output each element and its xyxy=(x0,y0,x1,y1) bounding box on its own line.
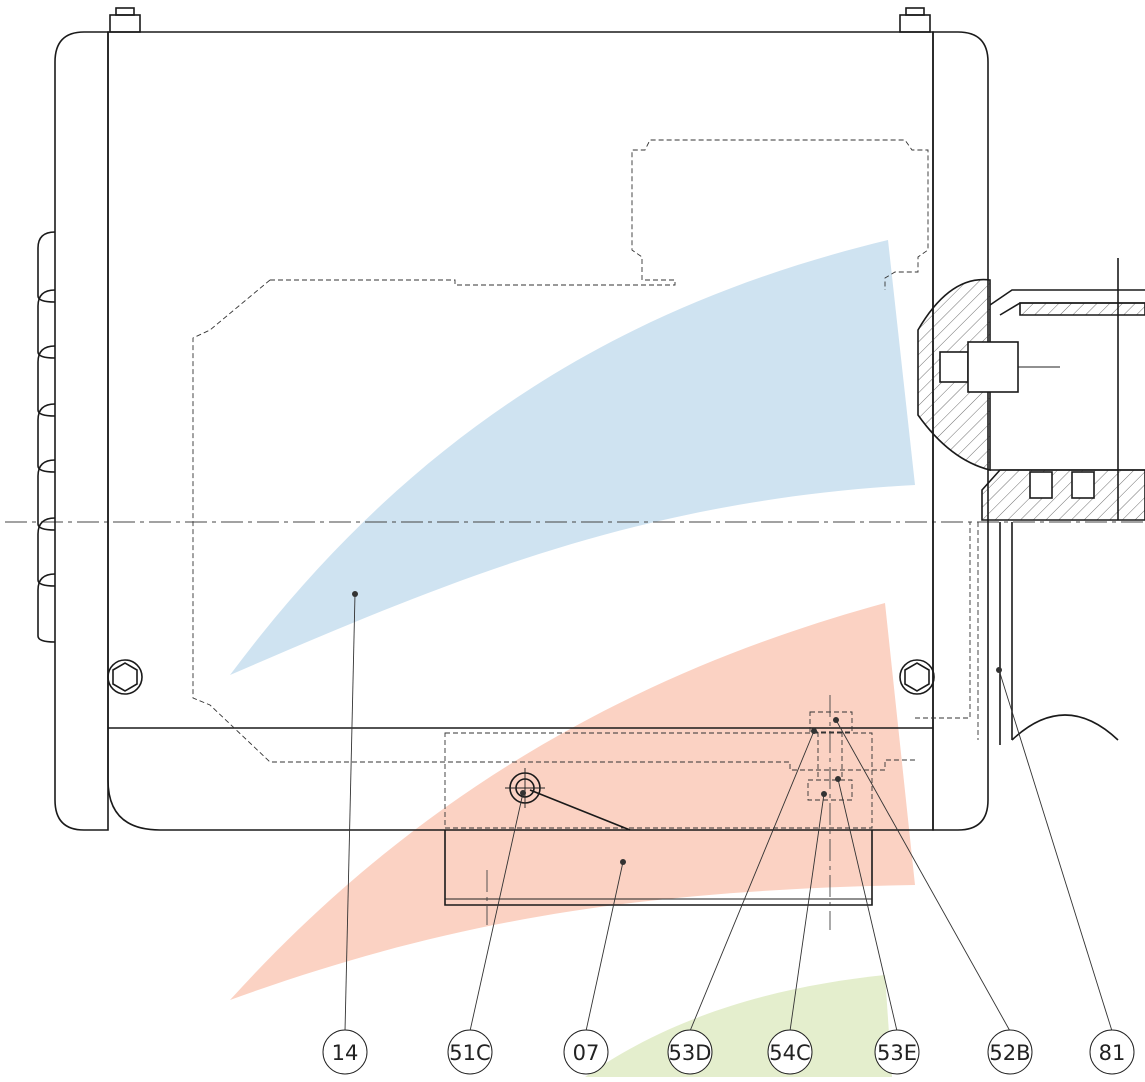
watermark xyxy=(230,240,915,1077)
callout-label: 53D xyxy=(669,1041,712,1065)
callout-52b: 52B xyxy=(987,1029,1033,1075)
callout-14: 14 xyxy=(322,1029,368,1075)
callout-label: 51C xyxy=(449,1041,490,1065)
hidden-lines xyxy=(192,139,979,829)
callout-label: 07 xyxy=(573,1041,600,1065)
callout-54c: 54C xyxy=(767,1029,813,1075)
watermark-blue-swoosh xyxy=(230,240,915,675)
callout-51c: 51C xyxy=(447,1029,493,1075)
leader-lines xyxy=(344,593,1113,1032)
callout-53e: 53E xyxy=(874,1029,920,1075)
watermark-green-swoosh xyxy=(585,975,892,1077)
callout-label: 14 xyxy=(332,1041,359,1065)
callout-label: 54C xyxy=(769,1041,810,1065)
callout-label: 81 xyxy=(1099,1041,1126,1065)
shaft-section xyxy=(917,258,1145,745)
watermark-red-swoosh xyxy=(230,603,915,1000)
left-flange xyxy=(37,31,109,831)
right-flange xyxy=(932,31,989,831)
callout-53d: 53D xyxy=(667,1029,713,1075)
callout-81: 81 xyxy=(1089,1029,1135,1075)
callout-label: 53E xyxy=(877,1041,917,1065)
callout-07: 07 xyxy=(563,1029,609,1075)
callout-label: 52B xyxy=(989,1041,1030,1065)
bottom-bracket xyxy=(444,695,873,930)
